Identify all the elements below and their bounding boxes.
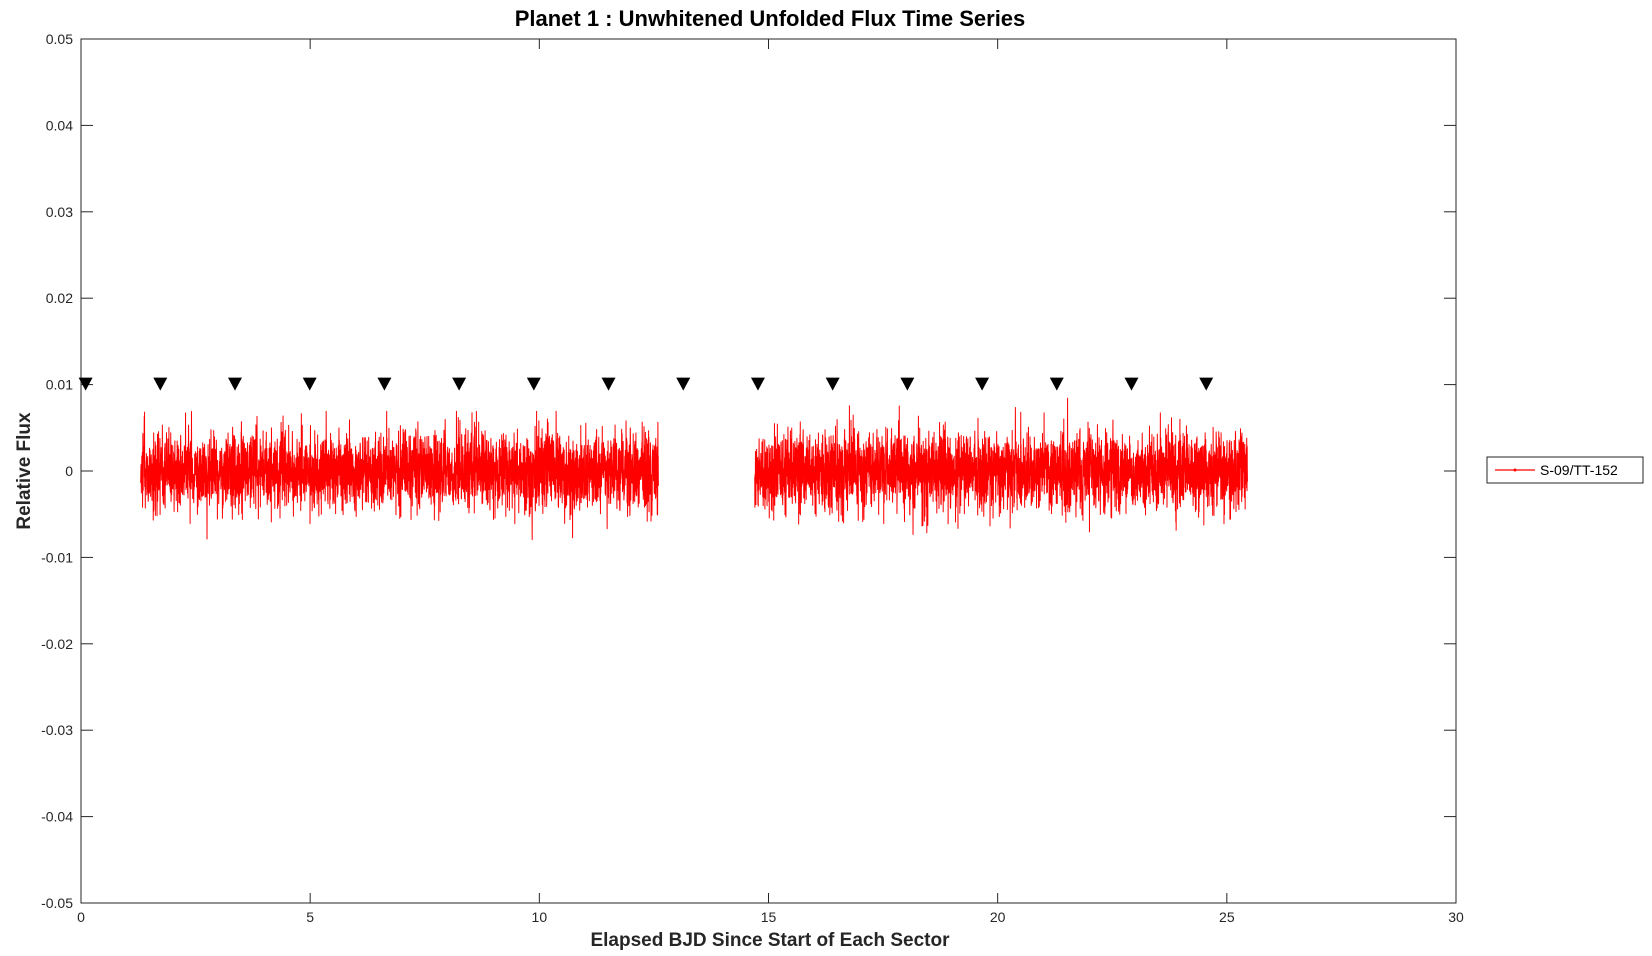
y-tick-label: 0.02: [46, 290, 73, 306]
transit-marker: [526, 377, 541, 391]
flux-series: [140, 397, 1248, 541]
transit-marker: [601, 377, 616, 391]
x-tick-label: 30: [1448, 909, 1464, 925]
y-tick-label: 0.04: [46, 117, 73, 133]
transit-marker: [1124, 377, 1139, 391]
y-tick-label: 0.03: [46, 204, 73, 220]
y-tick-label: -0.04: [41, 809, 73, 825]
transit-marker: [228, 377, 242, 391]
transit-marker: [452, 377, 467, 391]
flux-segment-1: [140, 410, 659, 541]
axis-ticks: [80, 38, 1457, 904]
y-axis-label: Relative Flux: [14, 412, 35, 530]
y-tick-label: -0.02: [41, 636, 73, 652]
transit-marker: [1199, 377, 1214, 391]
x-tick-label: 10: [532, 909, 548, 925]
y-tick-label: 0.01: [46, 377, 73, 393]
transit-marker: [750, 377, 765, 391]
flux-segment-2: [754, 397, 1248, 536]
plot-area: [78, 38, 1457, 904]
x-tick-label: 5: [306, 909, 314, 925]
transit-marker: [825, 377, 840, 391]
tick-labels: 0 5 10 15 20 25 30 -0.05 -0.04 -0.03 -0.02 -0.01 0 0.…: [41, 31, 1464, 925]
y-tick-label: -0.01: [41, 549, 73, 565]
transit-marker: [377, 377, 392, 391]
transit-marker: [1049, 377, 1064, 391]
y-tick-label: 0: [65, 463, 73, 479]
transit-marker: [302, 377, 317, 391]
y-tick-label: 0.05: [46, 31, 73, 47]
transit-marker: [900, 377, 915, 391]
x-tick-label: 0: [77, 909, 85, 925]
transit-marker: [78, 377, 93, 391]
chart-title: Planet 1 : Unwhitened Unfolded Flux Time…: [515, 6, 1026, 31]
x-tick-label: 15: [761, 909, 777, 925]
x-axis-label: Elapsed BJD Since Start of Each Sector: [590, 930, 950, 951]
legend-entry-label: S-09/TT-152: [1540, 462, 1618, 478]
y-tick-label: -0.03: [41, 722, 73, 738]
transit-marker: [676, 377, 691, 391]
x-tick-label: 20: [990, 909, 1006, 925]
x-tick-label: 25: [1219, 909, 1235, 925]
transit-marker: [153, 377, 168, 391]
y-tick-label: -0.05: [41, 895, 73, 911]
transit-markers: [78, 377, 1214, 391]
transit-marker: [975, 377, 990, 391]
legend: S-09/TT-152: [1486, 456, 1644, 484]
legend-marker-sample: [1513, 468, 1517, 472]
